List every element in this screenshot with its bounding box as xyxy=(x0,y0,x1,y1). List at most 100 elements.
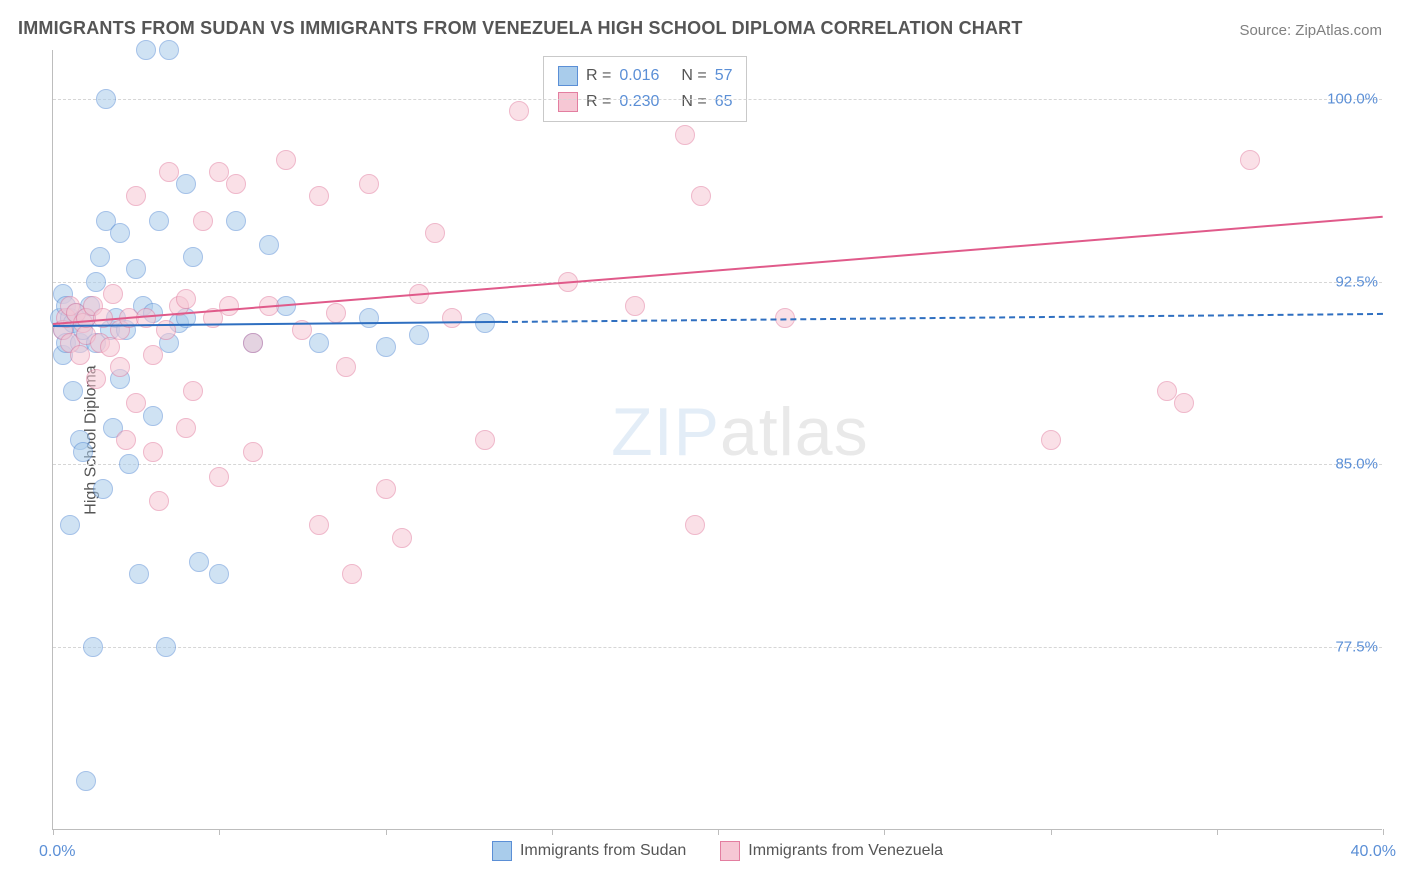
data-point xyxy=(1174,393,1194,413)
legend-series-label: Immigrants from Sudan xyxy=(520,842,686,860)
gridline xyxy=(53,464,1382,465)
legend-n-label: N = xyxy=(681,67,706,85)
data-point xyxy=(103,284,123,304)
legend-correlation-row: R = 0.016 N = 57 xyxy=(558,63,732,89)
data-point xyxy=(176,174,196,194)
gridline xyxy=(53,647,1382,648)
legend-series-item: Immigrants from Sudan xyxy=(492,841,686,861)
data-point xyxy=(100,337,120,357)
legend-n-value: 57 xyxy=(715,67,733,85)
data-point xyxy=(143,406,163,426)
data-point xyxy=(176,418,196,438)
y-tick-label: 77.5% xyxy=(1335,639,1382,656)
data-point xyxy=(63,381,83,401)
x-tick xyxy=(1051,829,1052,835)
legend-correlation-row: R = 0.230 N = 65 xyxy=(558,89,732,115)
data-point xyxy=(625,296,645,316)
x-tick xyxy=(386,829,387,835)
y-tick-label: 100.0% xyxy=(1327,90,1382,107)
data-point xyxy=(342,564,362,584)
data-point xyxy=(119,454,139,474)
data-point xyxy=(76,771,96,791)
source-label: Source: ZipAtlas.com xyxy=(1239,22,1382,39)
data-point xyxy=(326,303,346,323)
data-point xyxy=(219,296,239,316)
data-point xyxy=(226,211,246,231)
data-point xyxy=(159,162,179,182)
data-point xyxy=(70,345,90,365)
data-point xyxy=(156,637,176,657)
watermark: ZIPatlas xyxy=(611,393,868,471)
data-point xyxy=(276,150,296,170)
watermark-atlas: atlas xyxy=(720,394,869,470)
legend-n-value: 65 xyxy=(715,93,733,111)
legend-r-value: 0.230 xyxy=(619,93,673,111)
x-tick xyxy=(552,829,553,835)
data-point xyxy=(143,442,163,462)
legend-r-label: R = xyxy=(586,67,611,85)
data-point xyxy=(143,345,163,365)
data-point xyxy=(60,515,80,535)
legend-swatch xyxy=(492,841,512,861)
gridline xyxy=(53,282,1382,283)
x-tick xyxy=(718,829,719,835)
data-point xyxy=(183,381,203,401)
data-point xyxy=(193,211,213,231)
trend-line xyxy=(53,216,1383,325)
legend-swatch xyxy=(558,92,578,112)
data-point xyxy=(309,186,329,206)
legend-swatch xyxy=(558,66,578,86)
legend-n-label: N = xyxy=(681,93,706,111)
gridline xyxy=(53,99,1382,100)
data-point xyxy=(309,333,329,353)
data-point xyxy=(183,247,203,267)
chart-title: IMMIGRANTS FROM SUDAN VS IMMIGRANTS FROM… xyxy=(18,18,1023,39)
data-point xyxy=(110,223,130,243)
legend-swatch xyxy=(720,841,740,861)
legend-series: Immigrants from Sudan Immigrants from Ven… xyxy=(53,841,1382,861)
data-point xyxy=(475,430,495,450)
data-point xyxy=(243,333,263,353)
data-point xyxy=(359,174,379,194)
data-point xyxy=(116,430,136,450)
data-point xyxy=(409,325,429,345)
x-tick xyxy=(884,829,885,835)
data-point xyxy=(96,89,116,109)
data-point xyxy=(126,393,146,413)
data-point xyxy=(376,337,396,357)
data-point xyxy=(442,308,462,328)
x-tick xyxy=(1383,829,1384,835)
data-point xyxy=(425,223,445,243)
chart-container: IMMIGRANTS FROM SUDAN VS IMMIGRANTS FROM… xyxy=(0,0,1406,892)
data-point xyxy=(90,247,110,267)
data-point xyxy=(149,211,169,231)
data-point xyxy=(336,357,356,377)
data-point xyxy=(110,357,130,377)
data-point xyxy=(136,40,156,60)
data-point xyxy=(1240,150,1260,170)
data-point xyxy=(209,564,229,584)
watermark-zip: ZIP xyxy=(611,394,720,470)
data-point xyxy=(149,491,169,511)
data-point xyxy=(685,515,705,535)
data-point xyxy=(126,259,146,279)
data-point xyxy=(93,479,113,499)
data-point xyxy=(392,528,412,548)
data-point xyxy=(243,442,263,462)
data-point xyxy=(675,125,695,145)
data-point xyxy=(359,308,379,328)
data-point xyxy=(691,186,711,206)
data-point xyxy=(86,369,106,389)
data-point xyxy=(126,186,146,206)
legend-r-label: R = xyxy=(586,93,611,111)
legend-correlation: R = 0.016 N = 57 R = 0.230 N = 65 xyxy=(543,56,747,122)
y-tick-label: 92.5% xyxy=(1335,273,1382,290)
x-tick xyxy=(53,829,54,835)
data-point xyxy=(509,101,529,121)
data-point xyxy=(376,479,396,499)
y-tick-label: 85.0% xyxy=(1335,456,1382,473)
legend-series-item: Immigrants from Venezuela xyxy=(720,841,943,861)
legend-r-value: 0.016 xyxy=(619,67,673,85)
data-point xyxy=(176,289,196,309)
plot-area: High School Diploma 0.0% 40.0% R =0.016N… xyxy=(52,50,1382,830)
